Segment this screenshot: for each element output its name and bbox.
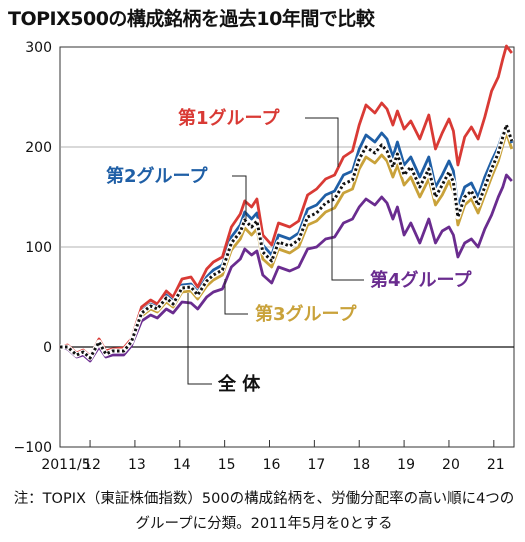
chart-title: TOPIX500の構成銘柄を過去10年間で比較 (8, 8, 375, 30)
series-label: 第2グループ (106, 165, 208, 187)
x-tick-label: 17 (307, 457, 325, 473)
x-tick-label: 13 (128, 457, 146, 473)
leader-line (305, 117, 339, 167)
x-tick-label: 21 (487, 457, 505, 473)
series-line-group1 (59, 44, 513, 358)
leader-line (224, 279, 248, 315)
leader-line (331, 193, 364, 281)
y-tick-label: 200 (25, 140, 52, 156)
series-label: 第3グループ (255, 303, 357, 325)
leader-line (187, 293, 212, 385)
y-axis: 300 200 100 0 −100 (14, 40, 52, 456)
x-tick-label: 18 (352, 457, 370, 473)
x-axis: 2011/512 13 14 15 16 17 18 19 20 21 (41, 440, 505, 473)
y-tick-label: 300 (25, 40, 52, 56)
x-tick-label: 16 (263, 457, 281, 473)
series-line-group4 (59, 173, 513, 363)
footnote: 注：TOPIX（東証株価指数）500の構成銘柄を、労働分配率の高い順に4つのグル… (13, 491, 515, 532)
series-label: 第1グループ (178, 107, 280, 129)
line-chart: 2011/512 13 14 15 16 17 18 19 20 21 300 200 100 0 −10… (14, 40, 515, 473)
x-tick-label: 15 (218, 457, 236, 473)
series-label: 第4グループ (370, 269, 472, 291)
x-tick-label: 14 (173, 457, 191, 473)
series-line-total (60, 123, 514, 360)
x-tick-label: 2011/5 (41, 457, 90, 473)
leader-line (232, 175, 247, 219)
series-label: 全 体 (217, 373, 261, 395)
series-lines (59, 44, 515, 363)
x-tick-label: 12 (83, 457, 101, 473)
x-tick-label: 20 (442, 457, 460, 473)
y-tick-label: 100 (25, 240, 52, 256)
x-tick-label: 19 (397, 457, 415, 473)
y-tick-label: 0 (43, 340, 52, 356)
y-tick-label: −100 (14, 440, 52, 456)
